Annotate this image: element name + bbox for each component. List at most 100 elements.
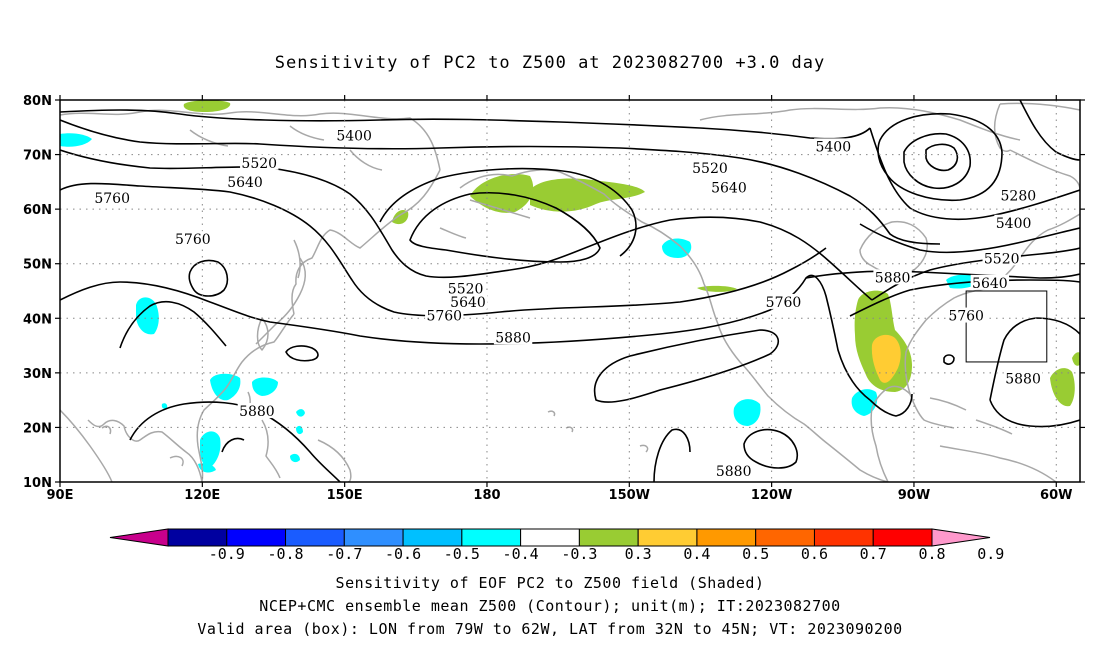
colorbar-box-6 <box>520 528 580 547</box>
contour-5880-gulf-loop <box>869 393 913 417</box>
coast-indochina <box>87 419 203 482</box>
coast-greenland <box>994 102 1080 191</box>
contour-5880-south-closed <box>743 428 798 469</box>
contour-label-bg-0 <box>334 127 374 143</box>
contour-label-5: 5640 <box>711 180 747 196</box>
contour-5160-closed <box>925 143 959 172</box>
contour-label-20: 5880 <box>1005 371 1041 387</box>
contour-5640-mid <box>379 167 637 257</box>
contour-label-bg-9 <box>994 214 1033 230</box>
shade-green-arctic <box>183 100 231 112</box>
colorbar-box-0 <box>167 528 228 547</box>
y-tick-label-7: 80N <box>23 94 52 109</box>
colorbar-label-13: 0.9 <box>977 545 1004 563</box>
colorbar-box-9 <box>696 528 757 547</box>
colorbar-box-12 <box>872 528 933 547</box>
x-tick-label-4: 150W <box>609 488 650 503</box>
shade-cyan-scs-a <box>210 373 241 401</box>
shade-cyan-scs-b <box>252 377 278 396</box>
coastlines <box>60 102 1080 482</box>
contour-label-12: 5760 <box>948 309 984 325</box>
contour-label-0: 5400 <box>336 128 372 144</box>
contour-5400-east <box>869 127 1080 221</box>
contour-label-bg-4 <box>225 173 265 189</box>
contour-5400-west <box>60 109 871 140</box>
coast-japan <box>255 257 306 345</box>
shade-cyan-gulf-alaska <box>662 238 692 258</box>
x-tick-label-2: 150E <box>327 488 363 503</box>
shade-cyan-indochina <box>198 431 221 473</box>
coast-east-asia <box>196 313 295 482</box>
colorbar-box-5 <box>461 528 522 547</box>
contour-label-bg-6 <box>92 190 132 206</box>
contour-label-14: 5760 <box>766 295 802 311</box>
colorbar-label-2: -0.7 <box>326 545 362 563</box>
colorbar-label-12: 0.8 <box>918 545 945 563</box>
contour-label-bg-5 <box>709 179 749 195</box>
contour-label-bg-2 <box>240 154 279 170</box>
colorbar: -0.9 -0.8 -0.7 -0.6 -0.5 -0.4 -0.3 0.3 0.4 0.5 0.6… <box>109 528 1004 563</box>
contour-5760-west-ridge <box>119 300 227 349</box>
contour-label-bg-3 <box>690 160 730 176</box>
colorbar-label-9: 0.5 <box>742 545 769 563</box>
colorbar-box-4 <box>402 528 463 547</box>
colorbar-box-10 <box>755 528 815 547</box>
x-tick-label-0: 90E <box>47 488 74 503</box>
contour-label-bg-1 <box>814 138 853 154</box>
coast-caribbean <box>929 397 1057 482</box>
y-tick-label-1: 20N <box>23 421 52 436</box>
shade-cyan-small-w-pacific <box>161 403 305 463</box>
sensitivity-shading <box>60 100 1080 473</box>
coast-bc-west-us <box>703 283 889 482</box>
contour-5400-arctic <box>1019 100 1080 161</box>
contour-5400-closed <box>877 112 1003 202</box>
caption-line-3: Valid area (box): LON from 79W to 62W, L… <box>197 620 902 638</box>
contour-label-13: 5880 <box>875 270 911 286</box>
contour-label-bg-14 <box>764 293 803 309</box>
contour-5880-indochina <box>129 401 341 482</box>
x-tick-label-3: 180 <box>473 488 500 503</box>
x-tick-label-7: 60W <box>1040 488 1072 503</box>
colorbar-box-1 <box>226 528 287 547</box>
caption-line-1: Sensitivity of EOF PC2 to Z500 field (Sh… <box>336 574 765 592</box>
coast-siberia-inland <box>189 125 383 171</box>
coast-sakhalin <box>293 239 301 279</box>
shade-cyan-gulf-mexico <box>851 389 878 416</box>
colorbar-label-0: -0.9 <box>209 545 245 563</box>
contour-label-17: 5760 <box>426 309 462 325</box>
colorbar-label-3: -0.6 <box>385 545 421 563</box>
contour-5880-atlantic <box>989 317 1080 401</box>
contour-5880-small-closed <box>943 354 955 365</box>
contour-5640-north <box>60 149 873 301</box>
coast-mexico-gulf <box>870 385 955 482</box>
shade-green-pacific-small <box>697 285 737 292</box>
x-axis-ticks: 90E 120E 150E 180 150W 120W 90W 60W <box>47 95 1072 503</box>
colorbar-arrow-right <box>931 528 991 547</box>
valid-area-box <box>965 290 1048 363</box>
contour-label-16: 5640 <box>450 295 486 311</box>
contour-5520-alaska-loop <box>409 191 601 263</box>
contour-5880-atlantic-lower <box>989 399 1080 428</box>
map-frame <box>59 99 1081 483</box>
contour-label-15: 5520 <box>448 281 484 297</box>
colorbar-label-4: -0.5 <box>444 545 480 563</box>
y-tick-label-5: 60N <box>23 203 52 218</box>
contour-label-bg-16 <box>448 293 488 309</box>
contour-5520-north <box>60 119 941 245</box>
contour-5520-east <box>859 223 1080 254</box>
y-tick-label-4: 50N <box>23 258 52 273</box>
colorbar-box-8 <box>637 528 698 547</box>
coast-pacific-islands <box>101 410 649 467</box>
coast-aleutians <box>439 199 531 239</box>
contour-label-bg-11 <box>970 274 1010 290</box>
y-tick-label-6: 70N <box>23 149 52 164</box>
coast-canadian-arctic <box>699 106 1021 141</box>
coast-hudson-bay <box>859 220 928 275</box>
contour-label-9: 5400 <box>996 216 1032 232</box>
contour-label-bg-21 <box>714 463 753 479</box>
x-tick-label-1: 120E <box>184 488 220 503</box>
z500-contours <box>60 100 1080 482</box>
contour-label-bg-8 <box>999 187 1038 203</box>
